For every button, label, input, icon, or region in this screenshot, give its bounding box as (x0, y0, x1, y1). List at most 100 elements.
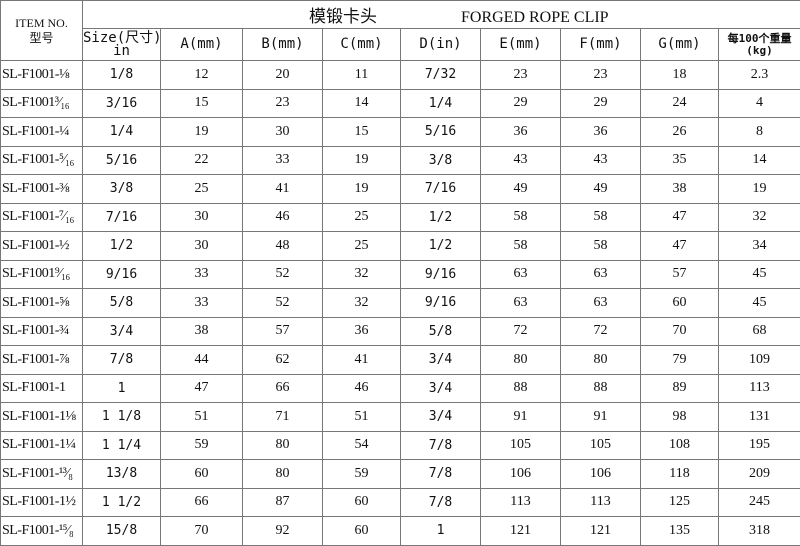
f-cell: 36 (561, 118, 641, 147)
d-cell: 3/4 (401, 403, 481, 432)
d-header: D(in) (401, 29, 481, 61)
item-no-cell: SL-F1001³⁄₁₆ (1, 89, 83, 118)
size-cell: 3/8 (83, 175, 161, 204)
g-cell: 89 (641, 374, 719, 403)
a-cell: 33 (161, 260, 243, 289)
f-cell: 106 (561, 460, 641, 489)
item-no-cell: SL-F1001-¼ (1, 118, 83, 147)
e-cell: 91 (481, 403, 561, 432)
item-no-cell: SL-F1001-⁵⁄₁₆ (1, 146, 83, 175)
item-no-cell: SL-F1001-1⅛ (1, 403, 83, 432)
c-cell: 15 (323, 118, 401, 147)
e-cell: 36 (481, 118, 561, 147)
weight-cell: 45 (719, 260, 800, 289)
c-cell: 60 (323, 488, 401, 517)
item-no-cell: SL-F1001-¹³⁄₈ (1, 460, 83, 489)
item-no-cell: SL-F1001-¹⁵⁄₈ (1, 517, 83, 546)
size-cell: 9/16 (83, 260, 161, 289)
size-cell: 1 (83, 374, 161, 403)
f-cell: 105 (561, 431, 641, 460)
b-cell: 80 (243, 460, 323, 489)
d-cell: 7/32 (401, 61, 481, 90)
a-cell: 25 (161, 175, 243, 204)
b-cell: 30 (243, 118, 323, 147)
c-cell: 14 (323, 89, 401, 118)
a-cell: 30 (161, 232, 243, 261)
size-header: Size(尺寸)in (83, 29, 161, 61)
item-no-cell: SL-F1001-1½ (1, 488, 83, 517)
b-cell: 52 (243, 289, 323, 318)
f-cell: 63 (561, 289, 641, 318)
g-cell: 118 (641, 460, 719, 489)
d-cell: 7/8 (401, 431, 481, 460)
c-cell: 41 (323, 346, 401, 375)
size-cell: 7/8 (83, 346, 161, 375)
c-cell: 51 (323, 403, 401, 432)
g-cell: 60 (641, 289, 719, 318)
f-cell: 91 (561, 403, 641, 432)
c-cell: 46 (323, 374, 401, 403)
d-cell: 1/2 (401, 203, 481, 232)
c-cell: 19 (323, 175, 401, 204)
d-cell: 1 (401, 517, 481, 546)
e-cell: 63 (481, 260, 561, 289)
d-cell: 1/2 (401, 232, 481, 261)
g-cell: 18 (641, 61, 719, 90)
size-cell: 7/16 (83, 203, 161, 232)
f-cell: 23 (561, 61, 641, 90)
item-no-cell: SL-F1001-⅝ (1, 289, 83, 318)
e-cell: 106 (481, 460, 561, 489)
b-cell: 71 (243, 403, 323, 432)
c-cell: 59 (323, 460, 401, 489)
weight-cell: 68 (719, 317, 800, 346)
e-cell: 72 (481, 317, 561, 346)
a-cell: 47 (161, 374, 243, 403)
item-no-cell: SL-F1001-⅜ (1, 175, 83, 204)
a-cell: 59 (161, 431, 243, 460)
f-cell: 63 (561, 260, 641, 289)
size-cell: 5/16 (83, 146, 161, 175)
c-cell: 11 (323, 61, 401, 90)
weight-cell: 34 (719, 232, 800, 261)
f-cell: 113 (561, 488, 641, 517)
weight-cell: 131 (719, 403, 800, 432)
b-cell: 66 (243, 374, 323, 403)
d-cell: 7/16 (401, 175, 481, 204)
item-no-header: ITEM NO. 型号 (1, 1, 83, 61)
item-no-cell: SL-F1001-⅞ (1, 346, 83, 375)
g-cell: 98 (641, 403, 719, 432)
c-cell: 32 (323, 260, 401, 289)
c-cell: 36 (323, 317, 401, 346)
g-cell: 70 (641, 317, 719, 346)
size-cell: 13/8 (83, 460, 161, 489)
b-cell: 41 (243, 175, 323, 204)
d-cell: 1/4 (401, 89, 481, 118)
item-no-label-en: ITEM NO. (15, 16, 68, 30)
b-cell: 20 (243, 61, 323, 90)
g-cell: 26 (641, 118, 719, 147)
c-cell: 25 (323, 203, 401, 232)
item-no-cell: SL-F1001-¾ (1, 317, 83, 346)
g-cell: 135 (641, 517, 719, 546)
d-cell: 3/4 (401, 374, 481, 403)
e-cell: 23 (481, 61, 561, 90)
e-cell: 58 (481, 232, 561, 261)
item-no-cell: SL-F1001-1¼ (1, 431, 83, 460)
size-cell: 15/8 (83, 517, 161, 546)
size-cell: 1 1/4 (83, 431, 161, 460)
b-cell: 57 (243, 317, 323, 346)
f-cell: 29 (561, 89, 641, 118)
e-cell: 43 (481, 146, 561, 175)
item-no-label-cn: 型号 (29, 31, 53, 45)
b-cell: 48 (243, 232, 323, 261)
a-cell: 33 (161, 289, 243, 318)
d-cell: 5/16 (401, 118, 481, 147)
a-header: A(mm) (161, 29, 243, 61)
